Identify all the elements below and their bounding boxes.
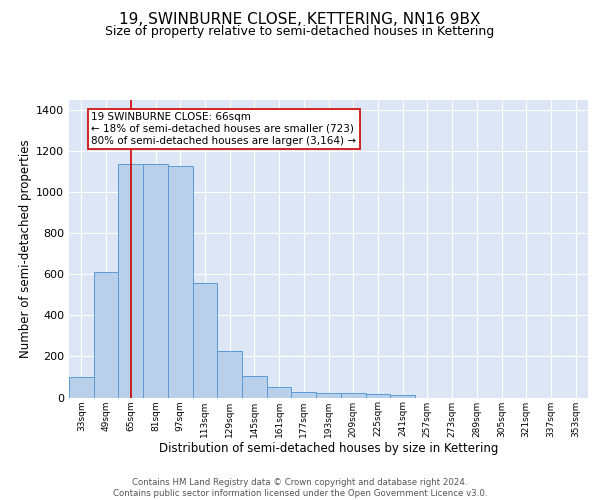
Text: 19 SWINBURNE CLOSE: 66sqm
← 18% of semi-detached houses are smaller (723)
80% of: 19 SWINBURNE CLOSE: 66sqm ← 18% of semi-…: [91, 112, 356, 146]
Y-axis label: Number of semi-detached properties: Number of semi-detached properties: [19, 140, 32, 358]
Bar: [341, 394, 365, 398]
Text: Size of property relative to semi-detached houses in Kettering: Size of property relative to semi-detach…: [106, 25, 494, 38]
Bar: [242, 376, 267, 398]
Bar: [217, 352, 242, 398]
Bar: [118, 164, 143, 398]
Bar: [168, 166, 193, 398]
Bar: [316, 394, 341, 398]
Text: 19, SWINBURNE CLOSE, KETTERING, NN16 9BX: 19, SWINBURNE CLOSE, KETTERING, NN16 9BX: [119, 12, 481, 28]
Bar: [143, 164, 168, 398]
Bar: [267, 387, 292, 398]
Text: Contains HM Land Registry data © Crown copyright and database right 2024.
Contai: Contains HM Land Registry data © Crown c…: [113, 478, 487, 498]
Bar: [69, 377, 94, 398]
Bar: [193, 282, 217, 398]
X-axis label: Distribution of semi-detached houses by size in Kettering: Distribution of semi-detached houses by …: [159, 442, 498, 455]
Bar: [365, 394, 390, 398]
Bar: [292, 392, 316, 398]
Bar: [94, 272, 118, 398]
Bar: [390, 396, 415, 398]
